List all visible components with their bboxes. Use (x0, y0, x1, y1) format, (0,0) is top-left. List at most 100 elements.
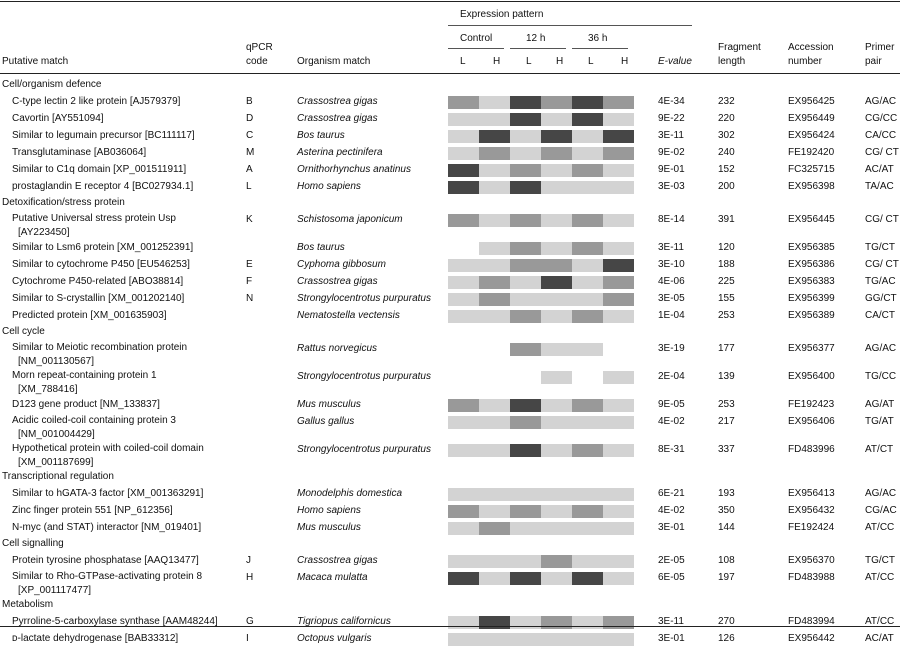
organism-match: Mus musculus (297, 399, 361, 410)
heatmap-cell (572, 416, 603, 429)
organism-match: Schistosoma japonicum (297, 214, 403, 225)
heatmap-cell (603, 416, 634, 429)
heatmap-cell (603, 488, 634, 501)
heatmap-cell (448, 242, 479, 255)
heatmap-cell (572, 444, 603, 457)
organism-match: Rattus norvegicus (297, 343, 378, 354)
fragment-length: 155 (718, 293, 735, 304)
primer-pair: AG/AC (865, 96, 897, 107)
accession-number: FD483994 (788, 616, 835, 627)
heatmap-cell (448, 164, 479, 177)
heatmap-cell (510, 633, 541, 646)
accession-header-1: Accession (788, 42, 834, 53)
organism-match: Strongylocentrotus purpuratus (297, 444, 431, 455)
fragment-length: 126 (718, 633, 735, 644)
heatmap-cell (541, 214, 572, 227)
primer-pair: CA/CT (865, 310, 895, 321)
section-title: Transcriptional regulation (2, 471, 114, 482)
heatmap-cell (541, 488, 572, 501)
header-rule (0, 73, 900, 74)
qpcr-header-2: code (246, 56, 268, 67)
primer-header-2: pair (865, 56, 882, 67)
fragment-length: 197 (718, 572, 735, 583)
heatmap-cell (510, 416, 541, 429)
putative-match: Predicted protein [XM_001635903] (12, 310, 167, 321)
heatmap-cell (541, 505, 572, 518)
heatmap-cell (541, 147, 572, 160)
heatmap-cell (541, 416, 572, 429)
heatmap-cell (510, 343, 541, 356)
heatmap-cell (510, 572, 541, 585)
qpcr-code: B (246, 96, 253, 107)
heatmap-cell (510, 276, 541, 289)
putative-match: Similar to legumain precursor [BC111117] (12, 130, 195, 141)
heatmap-cell (448, 276, 479, 289)
putative-match-line2: [XM_001187699] (18, 457, 94, 468)
heatmap-cell (510, 522, 541, 535)
table-row: Hypothetical protein with coiled-coil do… (0, 442, 900, 470)
qpcr-header-1: qPCR (246, 42, 273, 53)
heatmap-cell (510, 310, 541, 323)
putative-match: Transglutaminase [AB036064] (12, 147, 147, 158)
heatmap-cell (541, 259, 572, 272)
putative-match-line1: Morn repeat-containing protein 1 (12, 370, 157, 381)
putative-match-line2: [XP_001117477] (18, 585, 92, 596)
fragment-length: 152 (718, 164, 735, 175)
heatmap-cell (603, 505, 634, 518)
qpcr-code: G (246, 616, 254, 627)
organism-match: Ornithorhynchus anatinus (297, 164, 411, 175)
putative-match: Cytochrome P450-related [ABO38814] (12, 276, 184, 287)
accession-number: FD483996 (788, 444, 835, 455)
primer-pair: AT/CC (865, 616, 895, 627)
organism-match: Macaca mulatta (297, 572, 368, 583)
heatmap-cell (510, 371, 541, 384)
primer-pair: TG/AT (865, 416, 894, 427)
section-title: Metabolism (2, 599, 54, 610)
heatmap-cell (479, 259, 510, 272)
evalue: 3E-03 (658, 181, 685, 192)
accession-number: EX956425 (788, 96, 835, 107)
accession-number: EX956386 (788, 259, 835, 270)
heatmap-cell (603, 181, 634, 194)
heatmap-cell (510, 113, 541, 126)
heatmap-cell (448, 444, 479, 457)
heatmap-cell (603, 555, 634, 568)
heatmap-cell (479, 276, 510, 289)
evalue: 3E-19 (658, 343, 685, 354)
sub-label-5: H (621, 56, 629, 67)
accession-number: FD483988 (788, 572, 835, 583)
evalue: 2E-05 (658, 555, 685, 566)
evalue: 9E-02 (658, 147, 685, 158)
heatmap-cell (479, 572, 510, 585)
heatmap-cell (541, 242, 572, 255)
putative-match: Zinc finger protein 551 [NP_612356] (12, 505, 173, 516)
evalue: 3E-01 (658, 522, 685, 533)
qpcr-code: D (246, 113, 254, 124)
heatmap-cell (479, 399, 510, 412)
heatmap-cell (448, 310, 479, 323)
t36-rule (572, 48, 628, 49)
table-row: Similar to Rho-GTPase-activating protein… (0, 570, 900, 598)
putative-match: Similar to Meiotic recombination protein… (12, 341, 248, 369)
heatmap-cell (603, 130, 634, 143)
qpcr-code: C (246, 130, 254, 141)
putative-match: Cavortin [AY551094] (12, 113, 104, 124)
organism-match: Monodelphis domestica (297, 488, 403, 499)
organism-match: Octopus vulgaris (297, 633, 372, 644)
evalue: 8E-31 (658, 444, 685, 455)
table-row: Similar to legumain precursor [BC111117]… (0, 128, 900, 145)
heatmap-cell (448, 633, 479, 646)
primer-pair: CA/CC (865, 130, 897, 141)
putative-match-line2: [AY223450] (18, 227, 70, 238)
heatmap-cell (603, 242, 634, 255)
heatmap-cell (572, 293, 603, 306)
accession-number: EX956398 (788, 181, 835, 192)
heatmap-cell (448, 371, 479, 384)
sub-label-3: H (556, 56, 564, 67)
table-row: Acidic coiled-coil containing protein 3 [… (0, 414, 900, 442)
heatmap-cell (603, 633, 634, 646)
heatmap-cell (479, 371, 510, 384)
heatmap-cell (510, 488, 541, 501)
heatmap-cell (541, 444, 572, 457)
putative-match-line1: Similar to Meiotic recombination protein (12, 342, 188, 353)
